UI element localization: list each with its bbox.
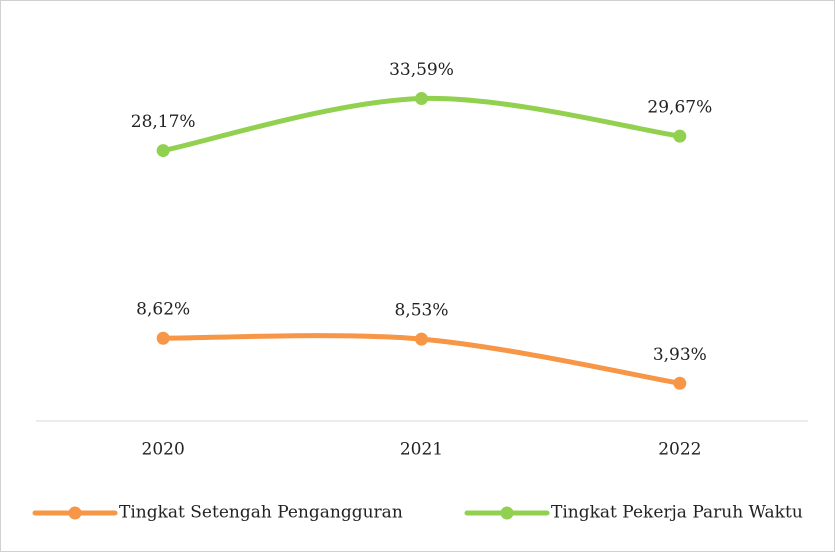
point: [156, 144, 170, 158]
point: [415, 332, 428, 346]
value-label: 3,93%: [653, 345, 707, 365]
value-label: 8,62%: [136, 300, 190, 320]
value-label: 29,67%: [647, 98, 712, 118]
point: [673, 129, 687, 143]
legend-label: Tingkat Setengah Pengangguran: [119, 503, 403, 523]
x-tick-label: 2022: [658, 440, 701, 460]
x-tick-label: 2021: [400, 440, 443, 460]
point: [673, 376, 687, 390]
legend-marker: [68, 506, 82, 520]
legend-marker: [500, 506, 514, 520]
legend-label: Tingkat Pekerja Paruh Waktu: [551, 503, 803, 523]
point: [156, 331, 170, 345]
value-label: 28,17%: [131, 112, 196, 132]
x-tick-label: 2020: [142, 440, 185, 460]
value-label: 8,53%: [394, 301, 448, 321]
point: [415, 92, 428, 106]
value-label: 33,59%: [389, 60, 454, 80]
